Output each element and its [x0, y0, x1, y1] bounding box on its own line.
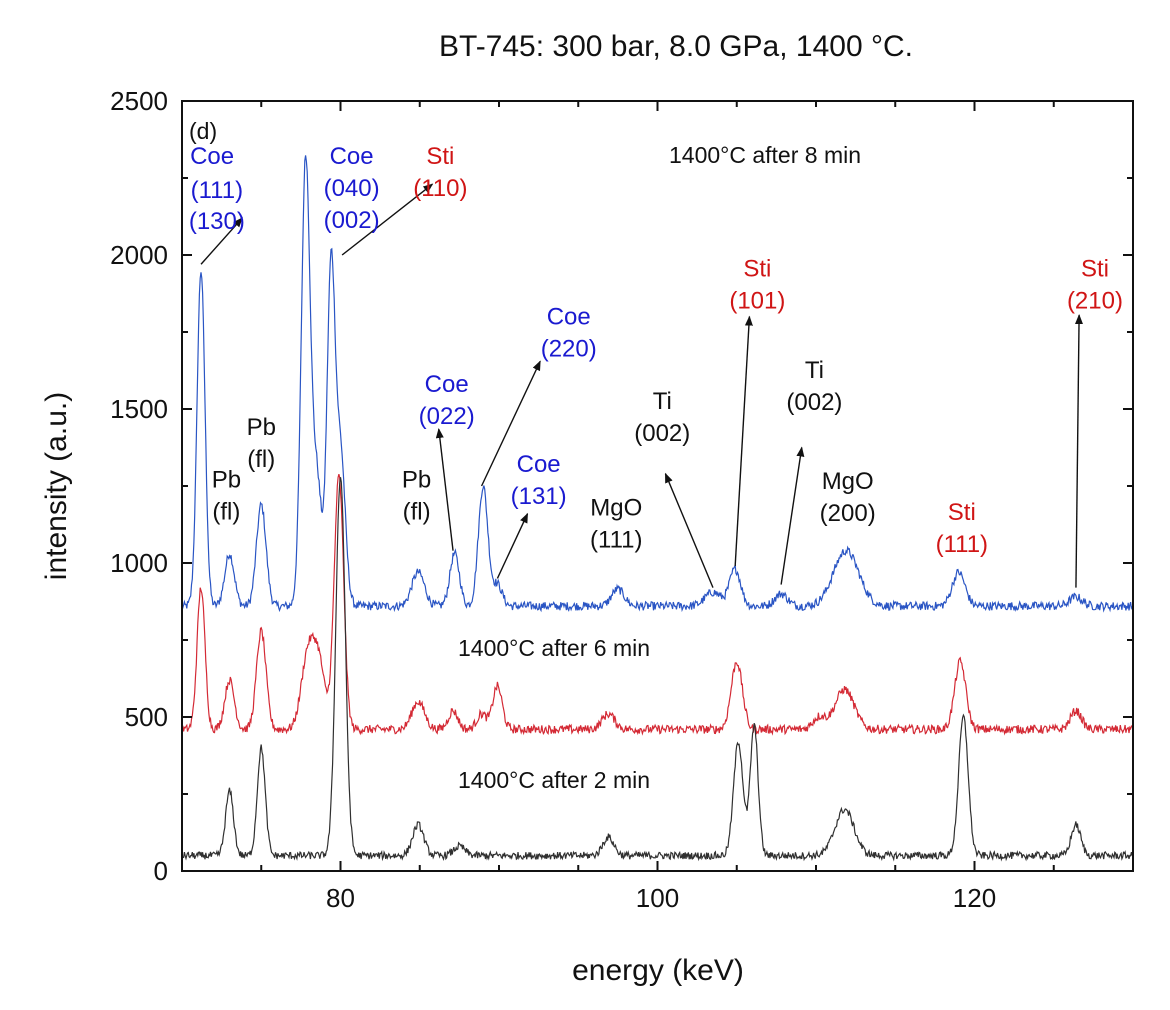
annotation-arrow [480, 360, 541, 487]
annotation-arrow [734, 315, 753, 567]
peak-label-coe-111-130-coe: Coe [190, 143, 234, 170]
peak-label-sti-210: Sti (210) [1067, 256, 1123, 315]
x-tick-label: 80 [326, 883, 355, 913]
y-tick-label: 0 [154, 856, 168, 886]
peak-label-sti-110: Sti (110) [413, 143, 467, 202]
peak-label-coe-111: (111) [191, 177, 243, 204]
y-tick-label: 2000 [110, 240, 168, 270]
peak-label-coe-040-002: Coe (040) (002) [324, 143, 380, 234]
annotation-arrow [1075, 314, 1084, 588]
axis-layer: 80 100 120 0 500 1000 1500 2000 2500 [110, 86, 1134, 913]
peak-label-coe-220: Coe (220) [541, 303, 597, 362]
y-tick-label: 500 [125, 702, 168, 732]
peak-label-pb-fl-1: Pb (fl) [212, 467, 241, 526]
x-axis-label: energy (keV) [572, 954, 744, 987]
annotation-arrow [780, 446, 805, 585]
legend-8min: 1400°C after 8 min [669, 142, 861, 168]
annotation-arrow [200, 217, 243, 265]
peak-label-ti-002-1: Ti (002) [634, 388, 690, 447]
peak-label-mgo-111: MgO (111) [590, 494, 642, 553]
series-2min [181, 477, 1134, 862]
peak-label-coe-131: Coe (131) [511, 451, 567, 510]
arrow-layer [200, 183, 1084, 588]
annotation-arrow [496, 512, 529, 579]
y-axis-label: intensity (a.u.) [40, 392, 73, 580]
x-tick-label: 100 [636, 883, 679, 913]
annotation-arrow [341, 183, 434, 256]
annotation-arrow [435, 428, 454, 551]
series-8min [181, 155, 1134, 613]
y-tick-label: 2500 [110, 86, 168, 116]
y-tick-label: 1000 [110, 548, 168, 578]
series-layer [181, 155, 1134, 862]
peak-label-pb-fl-2: Pb (fl) [247, 414, 276, 473]
chart-title: BT-745: 300 bar, 8.0 GPa, 1400 °C. [439, 30, 913, 63]
peak-label-sti-111: Sti (111) [936, 499, 988, 558]
peak-label-coe-130: (130) [189, 208, 245, 235]
panel-label: (d) [189, 118, 217, 144]
annotation-arrow [664, 472, 714, 588]
peak-label-ti-002-2: Ti (002) [786, 357, 842, 416]
peak-label-coe-022: Coe (022) [419, 371, 475, 430]
series-6min [181, 473, 1134, 736]
y-tick-label: 1500 [110, 394, 168, 424]
peak-label-sti-101: Sti (101) [729, 256, 785, 315]
annotation-layer: Coe (111) (130) Coe (040) (002) Sti (110) Coe (02… [189, 143, 1123, 558]
legend-2min: 1400°C after 2 min [458, 767, 650, 793]
peak-label-pb-fl-3: Pb (fl) [402, 467, 431, 526]
peak-label-mgo-200: MgO (200) [820, 468, 876, 527]
x-tick-label: 120 [953, 883, 996, 913]
legend-6min: 1400°C after 6 min [458, 635, 650, 661]
